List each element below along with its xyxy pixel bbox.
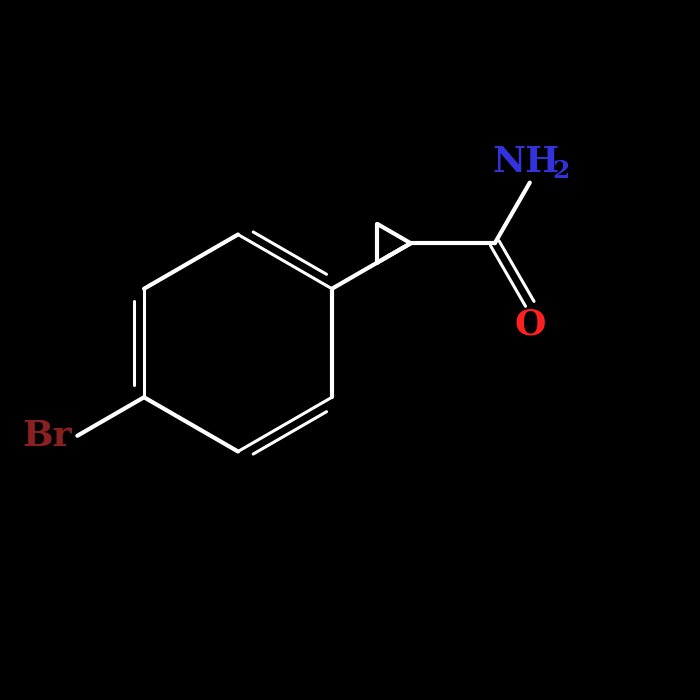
Text: 2: 2 <box>552 159 570 183</box>
Text: NH: NH <box>493 145 560 179</box>
Text: Br: Br <box>22 419 72 453</box>
Text: O: O <box>514 307 545 342</box>
